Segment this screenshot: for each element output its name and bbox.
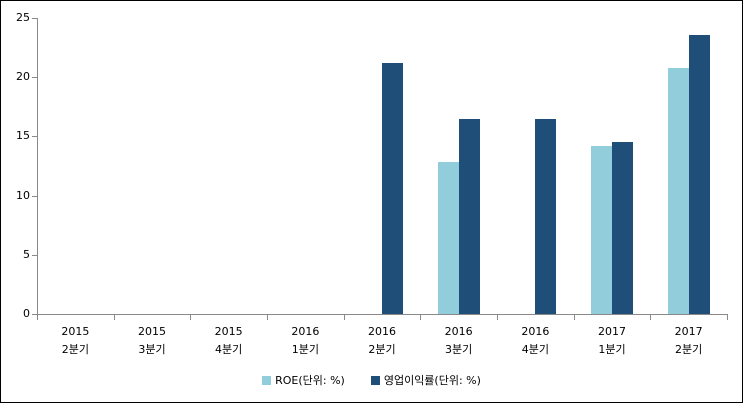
x-axis-tick — [573, 315, 575, 320]
y-axis-tick-label: 15 — [16, 129, 30, 143]
bar-series0-cat5 — [437, 162, 459, 314]
bar-series1-cat7 — [612, 142, 633, 314]
category-year: 2015 — [61, 325, 90, 338]
x-axis-category-label: 2015 4분기 — [190, 323, 267, 359]
category-quarter: 4분기 — [521, 343, 549, 356]
category-year: 2017 — [598, 325, 626, 338]
x-axis-tick — [37, 315, 38, 320]
category-quarter: 4분기 — [215, 343, 243, 356]
legend-swatch-roe — [262, 375, 272, 385]
category-quarter: 2분기 — [368, 343, 396, 356]
y-axis-tick — [32, 314, 37, 315]
bar-series1-cat8 — [688, 34, 710, 314]
x-axis-tick — [420, 315, 422, 320]
x-axis-tick — [267, 315, 268, 320]
category-year: 2016 — [368, 325, 396, 338]
y-axis-tick — [32, 136, 37, 138]
y-axis-tick-label: 20 — [16, 70, 30, 84]
category-year: 2016 — [444, 325, 473, 338]
y-axis-tick — [32, 254, 37, 256]
y-axis-tick-label: 25 — [16, 11, 30, 24]
x-axis-category-label: 2016 3분기 — [420, 323, 497, 359]
category-quarter: 3분기 — [445, 343, 473, 356]
legend-label-roe: ROE(단위: %) — [275, 374, 345, 387]
x-axis-category-label: 2017 2분기 — [650, 323, 727, 359]
bar-series1-cat5 — [458, 118, 480, 314]
bar-series0-cat7 — [591, 145, 612, 314]
category-year: 2015 — [138, 325, 166, 338]
bar-series0-cat8 — [667, 67, 689, 314]
y-axis-tick-label: 5 — [23, 247, 30, 261]
y-axis-tick — [32, 195, 37, 197]
x-axis-line — [37, 314, 728, 315]
legend-label-operating-margin: 영업이익률(단위: %) — [383, 374, 481, 387]
y-axis-tick-label: 10 — [16, 188, 30, 202]
category-quarter: 1분기 — [598, 343, 626, 356]
x-axis-tick — [650, 315, 652, 320]
x-axis-tick — [497, 315, 498, 320]
category-quarter: 2분기 — [61, 343, 89, 356]
x-axis-category-label: 2015 2분기 — [37, 323, 114, 359]
legend: ROE(단위: %) 영업이익률(단위: %) — [1, 372, 742, 388]
x-axis-category-label: 2016 1분기 — [267, 323, 344, 359]
category-year: 2016 — [521, 325, 550, 338]
category-year: 2017 — [674, 325, 703, 338]
legend-item-operating-margin: 영업이익률(단위: %) — [370, 372, 481, 388]
category-quarter: 1분기 — [291, 343, 319, 356]
x-axis-tick — [190, 315, 192, 320]
x-axis-category-label: 2016 2분기 — [344, 323, 421, 359]
y-axis-tick — [32, 18, 37, 19]
y-axis-tick — [32, 77, 37, 79]
x-axis-tick — [113, 315, 115, 320]
legend-swatch-operating-margin — [370, 375, 380, 385]
category-quarter: 3분기 — [138, 343, 166, 356]
legend-item-roe: ROE(단위: %) — [262, 372, 345, 388]
y-axis-tick-label: 0 — [23, 307, 30, 320]
y-axis-line — [37, 18, 38, 315]
bar-series1-cat4 — [382, 62, 403, 314]
bar-series1-cat6 — [535, 118, 557, 314]
x-axis-category-label: 2015 3분기 — [114, 323, 191, 359]
category-year: 2015 — [214, 325, 243, 338]
x-axis-category-label: 2017 1분기 — [574, 323, 651, 359]
x-axis-tick — [727, 315, 728, 320]
category-year: 2016 — [291, 325, 320, 338]
category-quarter: 2분기 — [675, 343, 703, 356]
x-axis-tick — [343, 315, 345, 320]
x-axis-category-label: 2016 4분기 — [497, 323, 574, 359]
